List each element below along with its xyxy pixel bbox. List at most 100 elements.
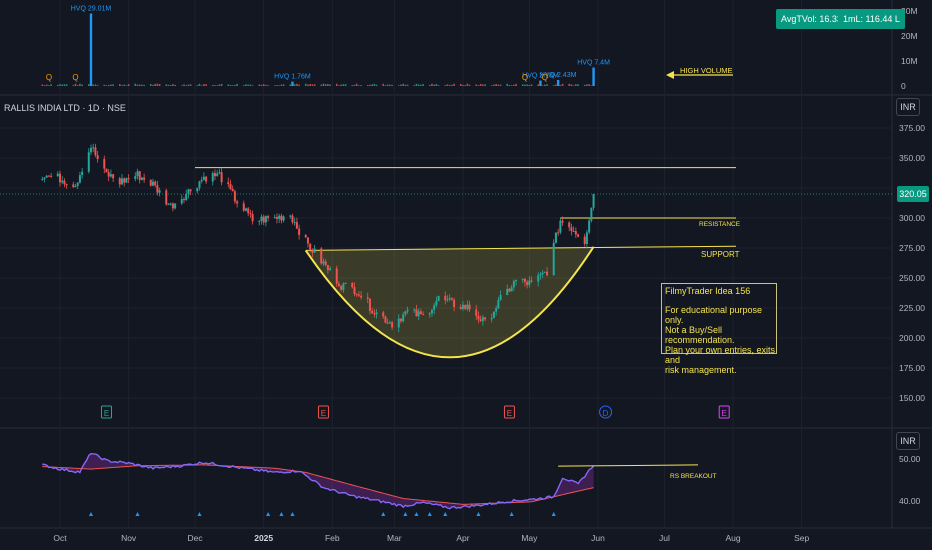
candle-body <box>258 220 261 222</box>
candle-body <box>541 272 544 275</box>
volume-bar <box>63 84 66 86</box>
volume-bar <box>296 83 298 86</box>
note-line: risk management. <box>665 365 737 375</box>
candle-body <box>109 174 112 177</box>
note-line: For educational purpose only. <box>665 305 763 325</box>
candle-body <box>526 281 529 285</box>
candle-body <box>227 182 230 185</box>
volume-bar <box>484 84 486 86</box>
candle-body <box>499 294 502 300</box>
candle-body <box>220 172 223 183</box>
volume-bar <box>134 83 137 86</box>
candle-body <box>490 318 493 320</box>
volume-bar <box>227 84 230 86</box>
volume-bar <box>196 85 199 86</box>
candle-body <box>200 179 203 182</box>
volume-bar <box>65 84 68 86</box>
volume-bar <box>497 84 500 86</box>
candle-body <box>107 172 110 177</box>
volume-bar <box>276 85 278 86</box>
candle-body <box>559 220 562 233</box>
arrow-head <box>666 71 674 79</box>
volume-bar <box>344 84 347 86</box>
candle-body <box>105 168 108 173</box>
candle-body <box>340 286 343 290</box>
volume-bar <box>335 83 338 86</box>
volume-bar <box>200 85 203 86</box>
high-volume-label: HIGH VOLUME <box>680 66 733 75</box>
volume-bar <box>386 84 389 86</box>
candle-body <box>56 173 59 177</box>
candle-body <box>76 182 79 187</box>
candle-body <box>530 280 533 282</box>
one-month-text: 1mL: 116.44 L <box>843 14 900 24</box>
candle-body <box>140 177 143 180</box>
candle-body <box>506 288 509 295</box>
volume-bar <box>552 85 555 86</box>
candle-body <box>43 177 46 180</box>
candle-body <box>322 261 325 264</box>
candle-body <box>65 184 68 186</box>
time-tick-label: May <box>521 533 538 543</box>
candle-body <box>169 203 172 205</box>
candle-body <box>329 268 332 270</box>
volume-bar <box>262 84 265 86</box>
volume-bar <box>105 85 108 86</box>
candle-body <box>231 189 234 192</box>
candle-body <box>218 172 221 174</box>
event-marker-label: E <box>104 409 109 418</box>
candle-body <box>497 299 500 309</box>
volume-bar <box>559 85 562 86</box>
hvq-label: HVQ 2.43M <box>540 72 577 79</box>
idea-note: FilmyTrader Idea 156 For educational pur… <box>661 283 777 375</box>
volume-bar <box>431 83 433 86</box>
candle-body <box>165 190 168 205</box>
candle-body <box>202 176 205 180</box>
dividend-marker <box>599 405 613 419</box>
volume-bar <box>583 84 586 86</box>
candle-body <box>158 190 161 193</box>
volume-bar <box>74 83 77 86</box>
price-tick-label: 175.00 <box>899 363 925 373</box>
volume-bar <box>234 84 236 86</box>
volume-bar <box>214 85 216 86</box>
rs-currency-button[interactable]: INR <box>896 432 920 450</box>
volume-bar <box>451 84 453 86</box>
volume-bar <box>320 84 323 86</box>
candle-body <box>309 243 312 250</box>
hvq-label: HVQ 1.76M <box>274 74 311 81</box>
earnings-marker <box>317 405 329 419</box>
hvq-label: HVQ 7.4M <box>577 60 610 67</box>
resistance-label: RESISTANCE <box>699 221 741 228</box>
candle-body <box>419 311 422 315</box>
volume-bar <box>413 85 416 86</box>
volume-bar <box>404 84 407 86</box>
candle-body <box>574 231 577 235</box>
volume-bar <box>541 85 544 86</box>
volume-bar <box>453 83 455 86</box>
candle-body <box>87 152 90 172</box>
candle-body <box>167 203 170 205</box>
volume-bar <box>247 84 249 86</box>
candle-body <box>428 313 431 315</box>
candle-body <box>417 311 420 317</box>
volume-bar <box>353 84 356 86</box>
candle-body <box>484 317 487 320</box>
last-price-tag: 320.05 <box>897 186 929 202</box>
candle-body <box>298 228 301 235</box>
candle-body <box>267 216 270 219</box>
price-tick-label: 300.00 <box>899 213 925 223</box>
volume-bar <box>537 84 540 86</box>
candle-body <box>477 315 480 320</box>
volume-bar <box>311 84 314 86</box>
earnings-marker <box>718 405 730 419</box>
volume-bar <box>572 85 575 86</box>
currency-button[interactable]: INR <box>896 98 920 116</box>
volume-bar <box>50 84 52 86</box>
volume-bar <box>508 84 511 86</box>
candle-body <box>475 309 478 316</box>
candle-body <box>92 147 95 149</box>
